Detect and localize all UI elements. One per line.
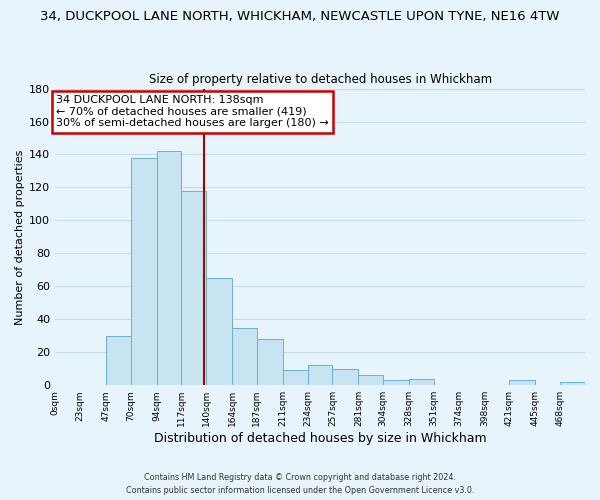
Y-axis label: Number of detached properties: Number of detached properties: [15, 149, 25, 324]
Bar: [409, 378, 434, 385]
Text: 34 DUCKPOOL LANE NORTH: 138sqm
← 70% of detached houses are smaller (419)
30% of: 34 DUCKPOOL LANE NORTH: 138sqm ← 70% of …: [56, 95, 329, 128]
Text: Contains HM Land Registry data © Crown copyright and database right 2024.
Contai: Contains HM Land Registry data © Crown c…: [126, 474, 474, 495]
Bar: [283, 370, 308, 385]
Text: 34, DUCKPOOL LANE NORTH, WHICKHAM, NEWCASTLE UPON TYNE, NE16 4TW: 34, DUCKPOOL LANE NORTH, WHICKHAM, NEWCA…: [40, 10, 560, 23]
Bar: [232, 328, 257, 385]
Bar: [509, 380, 535, 385]
Bar: [383, 380, 409, 385]
Title: Size of property relative to detached houses in Whickham: Size of property relative to detached ho…: [149, 73, 491, 86]
Bar: [206, 278, 232, 385]
Bar: [308, 366, 332, 385]
X-axis label: Distribution of detached houses by size in Whickham: Distribution of detached houses by size …: [154, 432, 487, 445]
Bar: [157, 151, 181, 385]
Bar: [131, 158, 157, 385]
Bar: [181, 190, 206, 385]
Bar: [560, 382, 585, 385]
Bar: [332, 368, 358, 385]
Bar: [257, 339, 283, 385]
Bar: [358, 376, 383, 385]
Bar: [106, 336, 131, 385]
